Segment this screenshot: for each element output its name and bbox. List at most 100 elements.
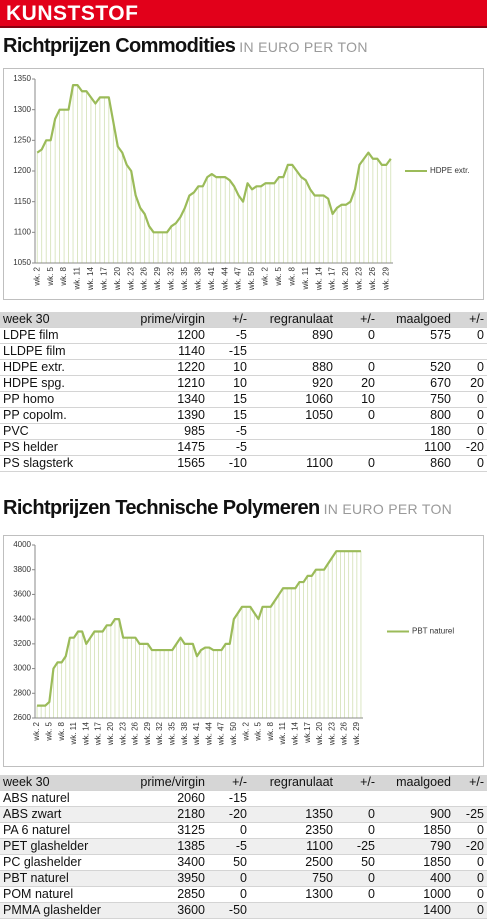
cell: 985 [110,423,208,440]
cell: PP copolm. [0,407,110,424]
cell: 1390 [110,407,208,424]
price-table: week 30 prime/virgin +/- regranulaat +/- maal… [0,775,487,919]
x-tick-label: wk. 8 [266,721,275,741]
cell: 0 [336,327,378,344]
cell [336,790,378,807]
cell: 1100 [250,838,336,855]
title: Richtprijzen Commodities [3,35,236,57]
section-title: Richtprijzen Commodities IN EURO PER TON [3,35,368,58]
title: Richtprijzen Technische Polymeren [3,497,320,519]
cell: 0 [454,407,487,424]
price-table: week 30 prime/virgin +/- regranulaat +/- maal… [0,312,487,472]
x-tick-label: wk. 8 [287,266,296,286]
cell: -5 [208,423,250,440]
series-line [37,550,361,707]
cell: +/- [208,312,250,328]
x-tick-label: wk. 17 [99,266,108,291]
row: LLDPE film 1140 -15 [0,343,487,360]
x-tick-label: wk. 29 [143,721,152,746]
x-tick-label: wk. 23 [126,266,135,291]
cell: 0 [336,455,378,472]
cell: 0 [336,870,378,887]
x-tick-label: wk. 20 [341,266,350,291]
row: PET glashelder 1385 -5 1100 -25 790 -20 [0,838,487,855]
cell [250,439,336,456]
row: PP copolm. 1390 15 1050 0 800 0 [0,407,487,424]
cell: 575 [378,327,454,344]
cell: 0 [336,407,378,424]
x-tick-label: wk. 32 [167,266,176,291]
cell: 0 [454,902,487,919]
x-tick-label: wk. 14 [290,721,299,746]
x-tick-label: wk. 32 [155,721,164,746]
cell: 520 [378,359,454,376]
x-tick-label: wk. 29 [153,266,162,291]
cell [250,343,336,360]
cell: 860 [378,455,454,472]
cell: PET glashelder [0,838,110,855]
cell: 1850 [378,822,454,839]
cell: PP homo [0,391,110,408]
x-tick-label: wk. 14 [81,721,90,746]
series-line [36,84,392,234]
x-tick-label: wk. 38 [180,721,189,746]
cell: 0 [454,455,487,472]
cell: 15 [208,391,250,408]
cell: LLDPE film [0,343,110,360]
x-tick-label: wk. 17 [328,266,337,291]
cell: 15 [208,407,250,424]
cell: 1000 [378,886,454,903]
y-tick-label: 3200 [13,639,31,648]
cell: 0 [336,886,378,903]
x-tick-label: wk. 50 [229,721,238,746]
cell: 1050 [250,407,336,424]
x-tick-label: wk. 5 [254,721,263,741]
cell: 670 [378,375,454,392]
cell: -5 [208,838,250,855]
cell: -15 [208,343,250,360]
cell: +/- [208,775,250,791]
cell: -50 [208,902,250,919]
cell: -25 [336,838,378,855]
cell: PA 6 naturel [0,822,110,839]
x-tick-label: wk. 5 [44,721,53,741]
cell: 3950 [110,870,208,887]
cell: 750 [378,391,454,408]
cell: -15 [208,790,250,807]
cell: 2850 [110,886,208,903]
cell: +/- [336,775,378,791]
x-tick-label: wk. 11 [73,266,82,290]
cell [336,343,378,360]
cell [336,439,378,456]
cell: -20 [454,838,487,855]
row: POM naturel 2850 0 1300 0 1000 0 [0,886,487,903]
x-tick-label: wk. 38 [193,266,202,291]
x-tick-label: wk. 26 [340,721,349,746]
cell: +/- [454,312,487,328]
cell: 0 [208,870,250,887]
unit: IN EURO PER TON [239,39,368,55]
cell: +/- [454,775,487,791]
cell: +/- [336,312,378,328]
cell: 0 [454,327,487,344]
cell: 0 [454,391,487,408]
cell: 2180 [110,806,208,823]
cell: LDPE film [0,327,110,344]
header-row: week 30 prime/virgin +/- regranulaat +/- maal… [0,775,487,791]
cell: 2350 [250,822,336,839]
cell: POM naturel [0,886,110,903]
cell: 10 [208,359,250,376]
cell: 1400 [378,902,454,919]
cell [250,423,336,440]
x-tick-label: wk. 17 [94,721,103,746]
cell: 800 [378,407,454,424]
cell: 1850 [378,854,454,871]
cell: 880 [250,359,336,376]
cell: ABS naturel [0,790,110,807]
y-tick-label: 1250 [13,135,31,144]
y-tick-label: 3400 [13,614,31,623]
row: PBT naturel 3950 0 750 0 400 0 [0,870,487,887]
cell: 3125 [110,822,208,839]
header-bar: KUNSTSTOF [0,0,487,28]
x-tick-label: wk. 26 [131,721,140,746]
